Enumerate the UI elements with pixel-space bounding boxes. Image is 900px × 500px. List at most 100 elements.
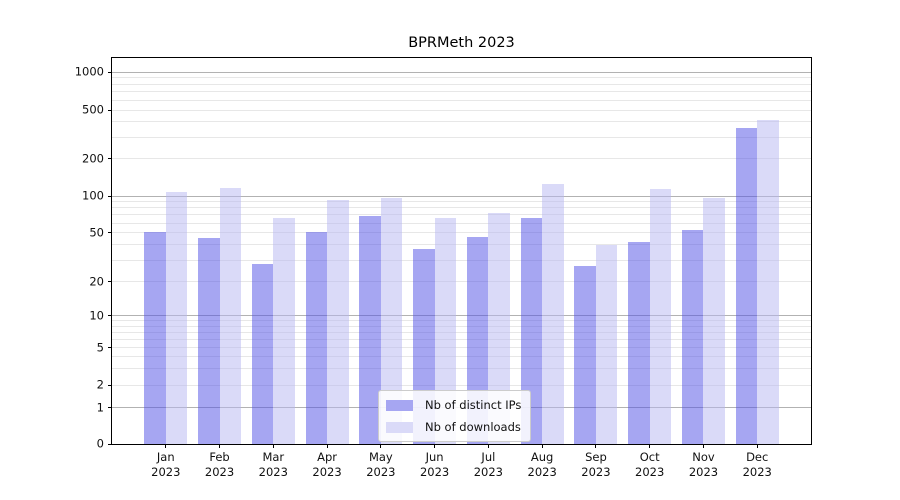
legend-item-distinct-ips: Nb of distinct IPs	[386, 398, 521, 412]
legend-swatch-distinct-ips	[386, 399, 413, 411]
gridline-minor	[112, 91, 811, 93]
gridline-minor	[112, 331, 811, 333]
x-tick-label-month: Jun	[425, 450, 444, 464]
bar-downloads-apr	[327, 200, 349, 444]
x-tick-label: Oct 2023	[610, 450, 690, 480]
x-tick-label: Dec 2023	[717, 450, 797, 480]
x-tick-label: Aug 2023	[502, 450, 582, 480]
x-tick	[541, 444, 543, 448]
x-tick	[756, 444, 758, 448]
bar-distinct-ips-may	[359, 216, 381, 444]
x-tick-label-month: May	[368, 450, 393, 464]
gridline-minor	[112, 356, 811, 358]
x-tick-label: Jan 2023	[126, 450, 206, 480]
y-tick	[108, 443, 112, 445]
bar-downloads-jul	[488, 213, 510, 444]
x-tick	[219, 444, 221, 448]
x-tick-label-year: 2023	[151, 465, 181, 479]
y-tick	[108, 232, 112, 234]
x-tick-label-year: 2023	[635, 465, 665, 479]
chart-title: BPRMeth 2023	[408, 35, 515, 51]
gridline-minor	[112, 109, 811, 111]
x-tick-label-month: Apr	[317, 450, 338, 464]
y-tick	[108, 109, 112, 111]
x-tick-label-month: Mar	[262, 450, 285, 464]
x-tick-label-month: Sep	[585, 450, 607, 464]
x-tick-label-year: 2023	[581, 465, 611, 479]
x-tick-label-year: 2023	[527, 465, 557, 479]
legend: Nb of distinct IPs Nb of downloads	[378, 390, 532, 442]
y-tick-label: 20	[89, 274, 104, 289]
x-tick-label: Jul 2023	[448, 450, 528, 480]
x-tick-label: May 2023	[341, 450, 421, 480]
y-tick-label: 100	[82, 188, 104, 203]
bar-distinct-ips-jan	[144, 231, 166, 444]
x-tick-label-month: Nov	[692, 450, 715, 464]
x-tick-label-year: 2023	[366, 465, 396, 479]
y-tick	[108, 158, 112, 160]
x-tick	[326, 444, 328, 448]
bar-downloads-jun	[434, 218, 457, 444]
gridline-minor	[112, 320, 811, 322]
y-tick-label: 500	[82, 102, 104, 117]
y-tick	[108, 384, 112, 386]
bar-distinct-ips-apr	[305, 231, 328, 444]
gridline-minor	[112, 207, 811, 209]
bar-distinct-ips-mar	[251, 263, 274, 444]
y-tick-label: 1	[96, 400, 104, 415]
gridline-minor	[112, 222, 811, 224]
x-tick-label: Apr 2023	[287, 450, 367, 480]
bar-downloads-jan	[165, 191, 188, 444]
bar-downloads-sep	[595, 244, 618, 444]
x-tick-label: Feb 2023	[180, 450, 260, 480]
bar-downloads-nov	[703, 197, 725, 444]
x-tick-label-year: 2023	[258, 465, 288, 479]
x-tick	[380, 444, 382, 448]
bar-downloads-mar	[273, 218, 295, 444]
bar-distinct-ips-nov	[681, 229, 704, 444]
gridline-minor	[112, 281, 811, 283]
bar-downloads-aug	[542, 183, 564, 444]
x-tick	[649, 444, 651, 448]
x-tick-label-year: 2023	[419, 465, 450, 479]
bar-distinct-ips-aug	[520, 218, 543, 444]
y-tick-label: 2	[96, 377, 104, 392]
y-tick	[108, 71, 112, 73]
bar-distinct-ips-dec	[735, 128, 758, 444]
gridline-minor	[112, 259, 811, 261]
bar-downloads-feb	[219, 188, 242, 444]
gridline-major	[112, 195, 811, 197]
y-tick-label: 10	[89, 308, 104, 323]
gridline-minor	[112, 77, 811, 79]
bar-downloads-dec	[757, 120, 779, 444]
x-tick-label-month: Jan	[156, 450, 175, 464]
x-tick-label-month: Aug	[530, 450, 554, 464]
gridline-minor	[112, 99, 811, 101]
x-tick	[272, 444, 274, 448]
gridline-minor	[112, 83, 811, 85]
y-tick-label: 5	[96, 340, 104, 355]
x-tick	[487, 444, 489, 448]
gridline-major	[112, 315, 811, 317]
bar-distinct-ips-sep	[574, 265, 596, 444]
gridline-minor	[112, 158, 811, 160]
y-tick	[108, 281, 112, 283]
x-tick-label-month: Jul	[481, 450, 496, 464]
gridline-minor	[112, 121, 811, 123]
x-tick-label-year: 2023	[688, 465, 719, 479]
x-tick-label-month: Feb	[209, 450, 230, 464]
plot-area: 0 1 2 5 10 20 50 100 200 500 1000 Jan 2023 Feb 2023 Mar…	[75, 57, 812, 479]
x-tick-label: Sep 2023	[556, 450, 636, 480]
gridline-minor	[112, 325, 811, 327]
y-tick	[108, 195, 112, 197]
gridline-minor	[112, 244, 811, 246]
x-tick-label-year: 2023	[473, 465, 504, 479]
x-tick-label-month: Oct	[639, 450, 660, 464]
legend-label-downloads: Nb of downloads	[425, 420, 521, 434]
x-tick	[702, 444, 704, 448]
gridline-major	[112, 71, 811, 73]
bar-downloads-may	[380, 198, 403, 444]
x-tick-label-year: 2023	[742, 465, 772, 479]
x-tick	[165, 444, 167, 448]
